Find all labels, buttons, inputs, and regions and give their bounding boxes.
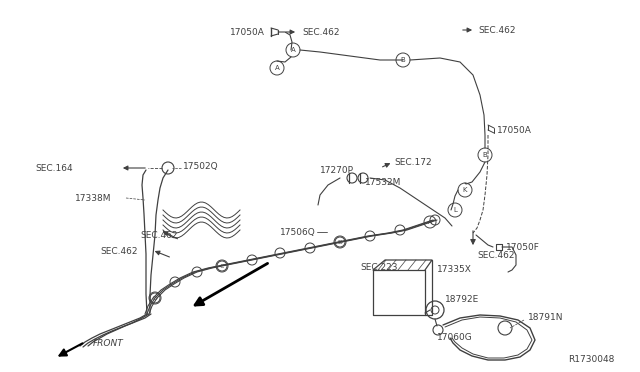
Text: 17060G: 17060G <box>437 334 473 343</box>
Text: 17338M: 17338M <box>75 193 111 202</box>
Text: 18792E: 18792E <box>445 295 479 305</box>
Text: FRONT: FRONT <box>93 339 124 347</box>
Text: SEC.172: SEC.172 <box>394 157 431 167</box>
Text: SEC.462: SEC.462 <box>302 28 339 36</box>
Text: L: L <box>453 207 457 213</box>
Text: D: D <box>152 295 157 301</box>
Text: 17050A: 17050A <box>497 125 532 135</box>
Text: R1730048: R1730048 <box>568 356 615 365</box>
Text: A: A <box>275 65 280 71</box>
Text: 18791N: 18791N <box>528 314 563 323</box>
Text: A: A <box>291 47 296 53</box>
Text: A: A <box>428 219 432 224</box>
Text: 17050A: 17050A <box>230 28 265 36</box>
Text: B: B <box>401 57 405 63</box>
Text: 17270P: 17270P <box>320 166 354 174</box>
Text: K: K <box>463 187 467 193</box>
Text: SEC.462: SEC.462 <box>140 231 177 240</box>
Text: 17050F: 17050F <box>506 244 540 253</box>
Text: SEC.462: SEC.462 <box>100 247 138 257</box>
Text: 17502Q: 17502Q <box>183 161 219 170</box>
Text: 17506Q: 17506Q <box>280 228 316 237</box>
Text: B: B <box>483 152 488 158</box>
Text: 17532M: 17532M <box>365 177 401 186</box>
Text: SEC.223: SEC.223 <box>360 263 397 273</box>
Text: 17335X: 17335X <box>437 266 472 275</box>
Text: SEC.164: SEC.164 <box>35 164 72 173</box>
Text: SEC.462: SEC.462 <box>477 250 515 260</box>
Text: D: D <box>337 240 342 244</box>
Text: C: C <box>220 263 224 269</box>
Text: SEC.462: SEC.462 <box>478 26 515 35</box>
